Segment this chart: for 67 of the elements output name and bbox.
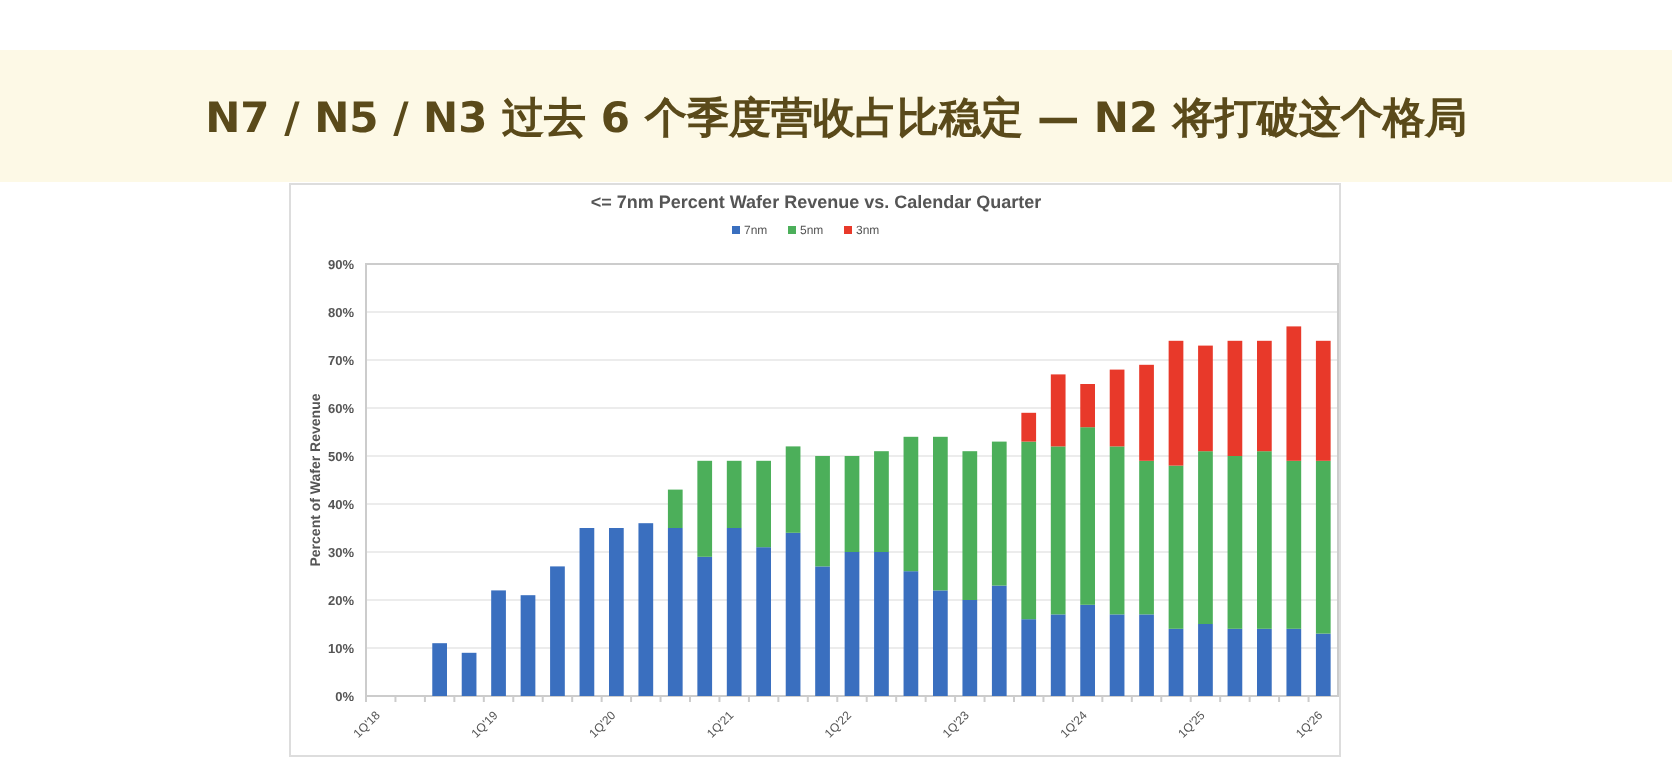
chart-title: N7 / N5 / N3 过去 6 个季度营收占比稳定 — N2 将打破这个格局 bbox=[205, 94, 1467, 142]
bar bbox=[1109, 614, 1125, 696]
bar bbox=[1227, 628, 1243, 696]
bar bbox=[1286, 326, 1302, 461]
bar bbox=[550, 566, 565, 696]
bar bbox=[785, 446, 801, 533]
bar bbox=[1080, 427, 1095, 605]
bar bbox=[579, 528, 595, 696]
bar bbox=[785, 532, 801, 696]
bar bbox=[1286, 460, 1302, 629]
chart-subtitle: <= 7nm Percent Wafer Revenue vs. Calendar Quarter bbox=[590, 192, 1043, 212]
bar bbox=[1198, 451, 1213, 624]
bar bbox=[520, 595, 536, 696]
bar bbox=[756, 460, 771, 548]
bar bbox=[609, 528, 624, 696]
bar bbox=[1080, 604, 1095, 696]
bar bbox=[1257, 451, 1272, 629]
bar bbox=[1139, 364, 1154, 461]
bar bbox=[697, 556, 713, 696]
bar bbox=[933, 590, 948, 696]
bar bbox=[1257, 340, 1272, 452]
bar bbox=[667, 489, 683, 528]
bar bbox=[726, 528, 742, 696]
bar bbox=[1257, 628, 1272, 696]
bar bbox=[1168, 465, 1184, 629]
bar bbox=[1168, 628, 1184, 696]
bar bbox=[1109, 446, 1125, 615]
bar bbox=[1227, 340, 1243, 456]
bar bbox=[1227, 456, 1243, 629]
bar bbox=[638, 523, 654, 696]
bar bbox=[1198, 345, 1213, 452]
bar bbox=[815, 566, 830, 696]
bar bbox=[844, 552, 860, 696]
bar bbox=[1080, 384, 1095, 428]
bar bbox=[491, 590, 506, 696]
bar bbox=[1286, 628, 1302, 696]
bar bbox=[756, 547, 771, 696]
bar bbox=[962, 451, 978, 600]
bar bbox=[1050, 446, 1066, 615]
bar bbox=[1139, 460, 1154, 615]
bar bbox=[1139, 614, 1154, 696]
bar bbox=[1315, 460, 1331, 634]
bar bbox=[1050, 374, 1066, 447]
bar bbox=[874, 552, 889, 696]
bar bbox=[844, 456, 860, 552]
bar bbox=[667, 528, 683, 696]
bar bbox=[991, 585, 1007, 696]
bar bbox=[1021, 412, 1037, 442]
bar bbox=[962, 600, 978, 696]
bar bbox=[461, 652, 477, 696]
bar bbox=[726, 460, 742, 528]
bar bbox=[1021, 441, 1037, 620]
bar bbox=[903, 571, 919, 696]
bar bbox=[1198, 624, 1213, 696]
bar bbox=[697, 460, 713, 557]
bar bbox=[903, 436, 919, 572]
bar bbox=[933, 436, 948, 591]
bar bbox=[1021, 619, 1037, 696]
bar bbox=[874, 451, 889, 552]
bar bbox=[991, 441, 1007, 586]
bar bbox=[432, 643, 447, 696]
bar bbox=[1315, 340, 1331, 461]
bar bbox=[815, 456, 830, 567]
bar bbox=[1315, 633, 1331, 696]
bar bbox=[1109, 369, 1125, 447]
bar bbox=[1168, 340, 1184, 466]
bar bbox=[1050, 614, 1066, 696]
